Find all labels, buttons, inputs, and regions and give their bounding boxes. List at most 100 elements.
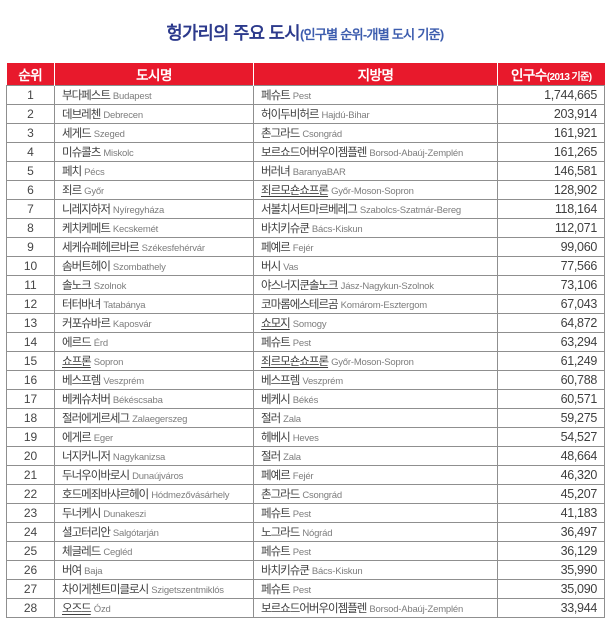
province-name-ko: 페슈트 — [261, 545, 291, 558]
city-cell: 호드메죄바샤르헤이 Hódmezővásárhely — [54, 483, 254, 504]
province-name-latin: Fejér — [292, 470, 314, 482]
province-name-latin: Pest — [292, 337, 311, 349]
population-cell: 60,788 — [497, 369, 605, 390]
rank-cell: 25 — [6, 540, 55, 561]
population-cell: 48,664 — [497, 445, 605, 466]
province-name-ko: 허이두비허르 — [261, 108, 319, 121]
province-name-latin: Fejér — [292, 242, 314, 254]
city-name-latin: Ózd — [93, 603, 111, 615]
province-name-latin: Pest — [292, 546, 311, 558]
table-row: 11 솔노크 Szolnok 야스너지쿤솔노크 Jász-Nagykun-Szolnok… — [6, 274, 605, 295]
province-name-latin: Csongrád — [302, 128, 342, 140]
province-name-ko: 베스프렘 — [261, 374, 300, 387]
province-name-latin: Heves — [292, 432, 319, 444]
city-name-ko: 두너케시 — [62, 507, 101, 520]
city-name-ko: 부다페스트 — [62, 89, 111, 102]
city-cell: 부다페스트 Budapest — [54, 84, 254, 105]
rank-cell: 5 — [6, 160, 55, 181]
table-row: 1 부다페스트 Budapest 페슈트 Pest 1,744,665 — [6, 84, 605, 105]
province-cell: 죄르모숀쇼프론 Győr-Moson-Sopron — [253, 350, 498, 371]
table-row: 28 오즈드 Ózd 보르쇼드어버우이젬플렌 Borsod-Abaúj-Zemplén 3… — [6, 597, 605, 618]
province-name-latin: Borsod-Abaúj-Zemplén — [369, 603, 464, 615]
table-row: 6 죄르 Győr 죄르모숀쇼프론 Győr-Moson-Sopron 128,902 — [6, 179, 605, 200]
province-cell: 베스프렘 Veszprém — [253, 369, 498, 390]
rank-cell: 7 — [6, 198, 55, 219]
province-name-ko: 노그라드 — [261, 526, 300, 539]
table-body: 1 부다페스트 Budapest 페슈트 Pest 1,744,665 2 데브레첸 Debre… — [6, 84, 605, 618]
city-cell: 버여 Baja — [54, 559, 254, 580]
province-cell: 야스너지쿤솔노크 Jász-Nagykun-Szolnok — [253, 274, 498, 295]
city-cell: 솜버트헤이 Szombathely — [54, 255, 254, 276]
table-row: 12 터터바녀 Tatabánya 코마롬에스테르곰 Komárom-Esztergom… — [6, 293, 605, 314]
city-name-latin: Szolnok — [93, 280, 127, 292]
rank-cell: 2 — [6, 103, 55, 124]
city-name-latin: Baja — [84, 565, 103, 577]
table-row: 24 셜고터리안 Salgótarján 노그라드 Nógrád 36,497 — [6, 521, 605, 542]
page-title-main: 헝가리의 주요 도시 — [166, 23, 301, 43]
table-row: 27 차이게첸트미클로시 Szigetszentmiklós 페슈트 Pest 35,09… — [6, 578, 605, 599]
province-name-ko: 보르쇼드어버우이젬플렌 — [261, 146, 367, 159]
province-name-latin: Békés — [292, 394, 319, 406]
rank-cell: 17 — [6, 388, 55, 409]
city-name-ko: 베케슈처버 — [62, 393, 111, 406]
province-name-ko: 헤베시 — [261, 431, 291, 444]
rank-cell: 24 — [6, 521, 55, 542]
province-name-latin: Somogy — [292, 318, 327, 330]
city-name-ko: 베스프렘 — [62, 374, 101, 387]
population-cell: 63,294 — [497, 331, 605, 352]
page-title: 헝가리의 주요 도시(인구별 순위-개별 도시 기준) — [0, 10, 610, 47]
population-cell: 59,275 — [497, 407, 605, 428]
population-cell: 60,571 — [497, 388, 605, 409]
population-cell: 73,106 — [497, 274, 605, 295]
city-name-latin: Békéscsaba — [112, 394, 163, 406]
rank-cell: 28 — [6, 597, 55, 618]
city-name-ko: 케치케메트 — [62, 222, 111, 235]
rank-cell: 26 — [6, 559, 55, 580]
population-cell: 36,129 — [497, 540, 605, 561]
province-cell: 보르쇼드어버우이젬플렌 Borsod-Abaúj-Zemplén — [253, 141, 498, 162]
province-cell: 절러 Zala — [253, 445, 498, 466]
table-row: 10 솜버트헤이 Szombathely 버시 Vas 77,566 — [6, 255, 605, 276]
province-cell: 페슈트 Pest — [253, 502, 498, 523]
city-name-ko: 세게드 — [62, 127, 92, 140]
city-cell: 베케슈처버 Békéscsaba — [54, 388, 254, 409]
city-cell: 에르드 Érd — [54, 331, 254, 352]
table-row: 21 두너우이바로시 Dunaújváros 페예르 Fejér 46,320 — [6, 464, 605, 485]
city-name-ko: 데브레첸 — [62, 108, 101, 121]
province-name-ko: 베케시 — [261, 393, 291, 406]
rank-cell: 18 — [6, 407, 55, 428]
province-name-ko: 죄르모숀쇼프론 — [261, 184, 329, 197]
province-cell: 노그라드 Nógrád — [253, 521, 498, 542]
city-cell: 데브레첸 Debrecen — [54, 103, 254, 124]
city-name-ko: 체글레드 — [62, 545, 101, 558]
city-name-ko: 절러에게르세그 — [62, 412, 130, 425]
table-header-row: 순위 도시명 지방명 인구수(2013 기준) — [6, 63, 605, 85]
city-name-ko: 솜버트헤이 — [62, 260, 111, 273]
table-row: 3 세게드 Szeged 촌그라드 Csongrád 161,921 — [6, 122, 605, 143]
rank-cell: 16 — [6, 369, 55, 390]
city-cell: 베스프렘 Veszprém — [54, 369, 254, 390]
province-name-latin: Bács-Kiskun — [311, 565, 363, 577]
city-cell: 두너케시 Dunakeszi — [54, 502, 254, 523]
population-cell: 112,071 — [497, 217, 605, 238]
province-name-latin: Zala — [283, 451, 301, 463]
city-name-latin: Hódmezővásárhely — [151, 489, 230, 501]
city-cell: 차이게첸트미클로시 Szigetszentmiklós — [54, 578, 254, 599]
rank-cell: 19 — [6, 426, 55, 447]
table-row: 23 두너케시 Dunakeszi 페슈트 Pest 41,183 — [6, 502, 605, 523]
population-cell: 161,921 — [497, 122, 605, 143]
table-row: 18 절러에게르세그 Zalaegerszeg 절러 Zala 59,275 — [6, 407, 605, 428]
city-name-latin: Eger — [93, 432, 114, 444]
city-cell: 솔노크 Szolnok — [54, 274, 254, 295]
header-city: 도시명 — [54, 63, 254, 85]
city-name-latin: Cegléd — [103, 546, 133, 558]
rank-cell: 12 — [6, 293, 55, 314]
province-name-ko: 촌그라드 — [261, 127, 300, 140]
province-name-ko: 페슈트 — [261, 89, 291, 102]
city-name-ko: 호드메죄바샤르헤이 — [62, 488, 149, 501]
city-name-ko: 터터바녀 — [62, 298, 101, 311]
province-cell: 페슈트 Pest — [253, 540, 498, 561]
population-cell: 46,320 — [497, 464, 605, 485]
city-cell: 에게르 Eger — [54, 426, 254, 447]
city-cell: 케치케메트 Kecskemét — [54, 217, 254, 238]
